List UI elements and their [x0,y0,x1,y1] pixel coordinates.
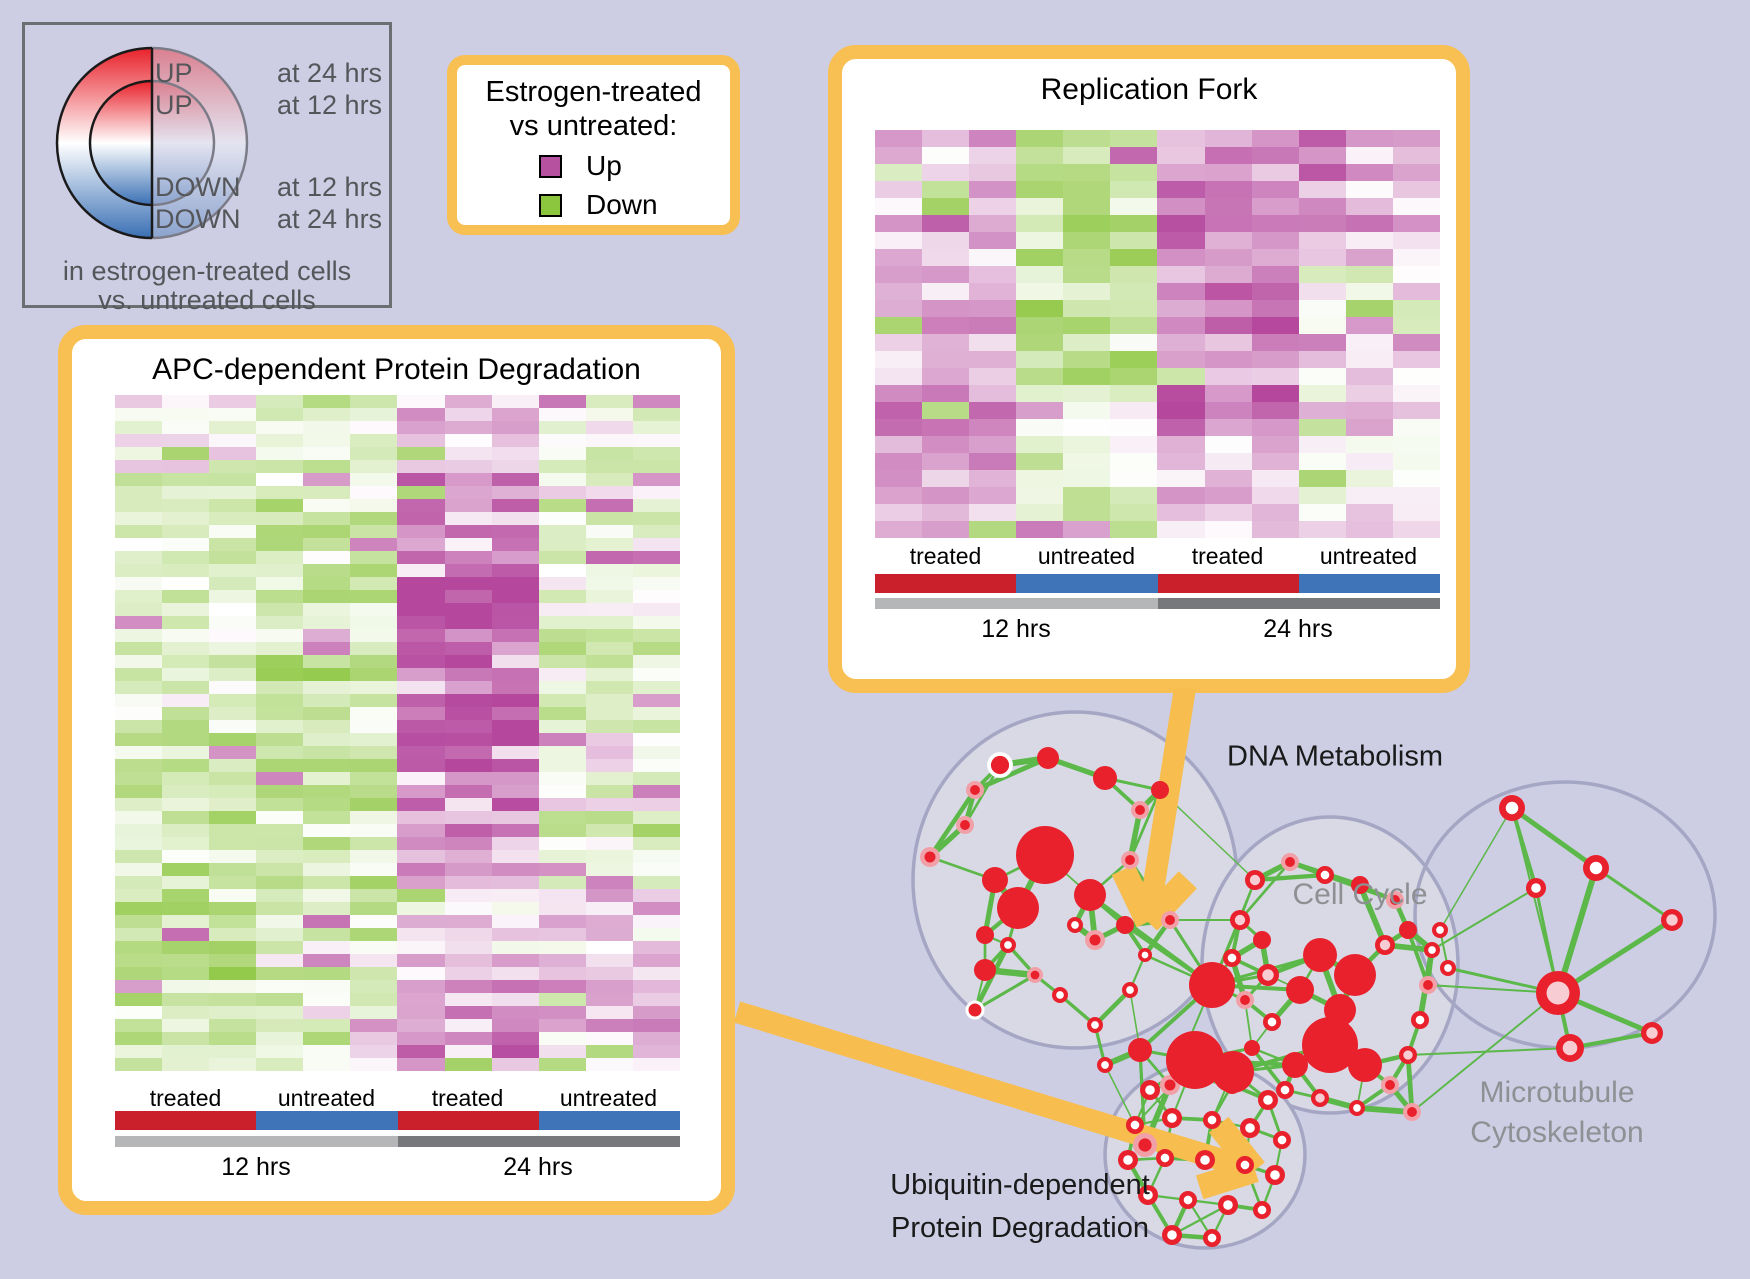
legend-time-up12: at 12 hrs [277,90,383,120]
treated-label: treated [431,1085,504,1111]
down-color-swatch [539,193,562,217]
legend-item-up: Up [539,150,730,182]
treated-label: treated [149,1085,222,1111]
legend-time-down24: at 24 hrs [277,204,383,234]
color-key-panel: Estrogen-treated vs untreated: Up Down [447,55,740,235]
legend-dir-up24: UP [155,58,193,88]
time-color-bar [875,598,1440,609]
panel-title: Replication Fork [1040,73,1258,106]
ubiquitin-line1: Ubiquitin-dependent [890,1169,1150,1201]
apc-heatmap [115,395,680,1071]
legend-time-down12: at 12 hrs [277,172,383,202]
cluster-label-cell-cycle: Cell Cycle [1292,878,1428,911]
legend-item-down: Down [539,189,730,221]
apc-degradation-panel: APC-dependent Protein Degradation treate… [58,325,735,1215]
cluster-label-microtubule: Microtubule Cytoskeleton [1470,1073,1643,1153]
legend-dir-down12: DOWN [155,172,241,202]
color-key-title-line1: Estrogen-treated [485,76,702,108]
panel-title: APC-dependent Protein Degradation [152,353,641,386]
updown-circles-icon [55,45,254,243]
down-label: Down [586,189,658,220]
untreated-label: untreated [1319,543,1418,569]
condition-color-bar [875,574,1440,593]
time-24hrs-label: 24 hrs [1263,615,1333,643]
cluster-label-ubiquitin: Ubiquitin-dependent Protein Degradation [890,1164,1150,1250]
untreated-label: untreated [277,1085,376,1111]
time-12hrs-label: 12 hrs [981,615,1051,643]
cluster-label-dna-metabolism: DNA Metabolism [1227,740,1443,773]
time-color-bar [115,1136,680,1147]
network-nodes [920,747,1683,1247]
legend-dir-up12: UP [155,90,193,120]
legend-caption-line2: vs. untreated cells [98,285,316,315]
legend-dir-down24: DOWN [155,204,241,234]
treated-label: treated [1191,543,1264,569]
untreated-label: untreated [559,1085,658,1111]
ubiquitin-line2: Protein Degradation [891,1212,1149,1244]
treated-label: treated [909,543,982,569]
up-color-swatch [539,154,562,178]
legend-caption-line1: in estrogen-treated cells [62,256,352,286]
direction-time-legend: UP at 24 hrs UP at 12 hrs DOWN at 12 hrs… [22,22,392,315]
microtubule-line2: Cytoskeleton [1470,1116,1644,1149]
condition-color-bar [115,1111,680,1130]
color-key-title-line2: vs untreated: [509,110,678,142]
time-12hrs-label: 12 hrs [221,1153,291,1181]
replication-fork-panel: Replication Fork treated untreated treat… [828,45,1470,693]
untreated-label: untreated [1037,543,1136,569]
time-24hrs-label: 24 hrs [503,1153,573,1181]
microtubule-line1: Microtubule [1479,1076,1635,1109]
legend-time-up24: at 24 hrs [277,58,383,88]
replication-fork-heatmap [875,130,1440,538]
up-label: Up [586,150,622,181]
